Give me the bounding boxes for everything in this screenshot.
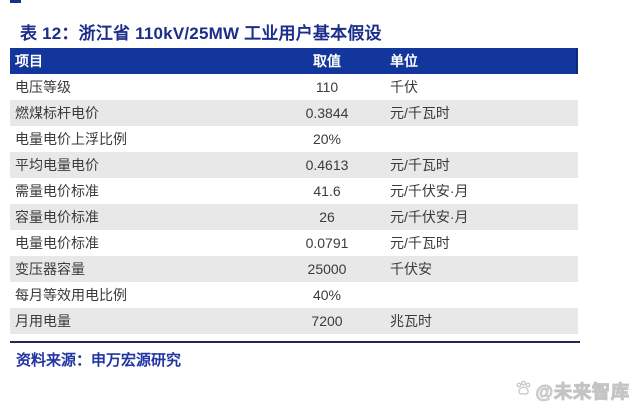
paw-icon — [514, 379, 533, 403]
cell-item: 平均电量电价 — [15, 157, 99, 173]
table-body: 电压等级 110 千伏 燃煤标杆电价 0.3844 元/千瓦时 电量电价上浮比例… — [10, 74, 578, 334]
table-row: 电量电价标准 0.0791 元/千瓦时 — [10, 230, 578, 256]
cell-value: 26 — [319, 209, 335, 225]
cell-unit: 千伏 — [390, 79, 418, 95]
cell-value: 25000 — [307, 261, 347, 277]
table-row: 变压器容量 25000 千伏安 — [10, 256, 578, 282]
cell-unit: 千伏安 — [390, 261, 432, 277]
cell-value: 40% — [312, 287, 342, 303]
cell-item: 电压等级 — [15, 79, 71, 95]
header-unit: 单位 — [390, 53, 418, 69]
cell-unit — [390, 282, 578, 308]
cell-item: 变压器容量 — [15, 261, 85, 277]
cell-item: 每月等效用电比例 — [15, 287, 127, 303]
cell-item: 需量电价标准 — [15, 183, 99, 199]
cell-value: 7200 — [311, 313, 343, 329]
cell-unit: 元/千伏安·月 — [390, 209, 469, 225]
table-row: 每月等效用电比例 40% — [10, 282, 578, 308]
table-row: 月用电量 7200 兆瓦时 — [10, 308, 578, 334]
cell-value: 41.6 — [313, 183, 341, 199]
cell-item: 电量电价标准 — [15, 235, 99, 251]
cell-unit: 元/千瓦时 — [390, 105, 450, 121]
table-row: 容量电价标准 26 元/千伏安·月 — [10, 204, 578, 230]
header-item: 项目 — [15, 53, 43, 69]
table-bottom-rule — [10, 341, 580, 343]
cell-unit: 元/千瓦时 — [390, 157, 450, 173]
table-row: 燃煤标杆电价 0.3844 元/千瓦时 — [10, 100, 578, 126]
cell-unit: 元/千伏安·月 — [390, 183, 469, 199]
table-row: 电压等级 110 千伏 — [10, 74, 578, 100]
cell-item: 燃煤标杆电价 — [15, 105, 99, 121]
cell-unit: 元/千瓦时 — [390, 235, 450, 251]
source-note: 资料来源：申万宏源研究 — [16, 352, 182, 369]
table-row: 电量电价上浮比例 20% — [10, 126, 578, 152]
header-value: 取值 — [313, 53, 341, 69]
top-left-accent-mark — [10, 0, 21, 3]
cell-value: 110 — [315, 79, 339, 95]
cell-item: 电量电价上浮比例 — [15, 131, 127, 147]
table-row: 平均电量电价 0.4613 元/千瓦时 — [10, 152, 578, 178]
cell-value: 0.4613 — [305, 157, 349, 173]
assumptions-table: 项目 取值 单位 电压等级 110 千伏 燃煤标杆电价 0.3844 元/千瓦时… — [10, 48, 578, 334]
table-title: 表 12：浙江省 110kV/25MW 工业用户基本假设 — [20, 24, 382, 43]
cell-value: 0.0791 — [305, 235, 349, 251]
watermark-text: @未来智库 — [535, 382, 630, 403]
table-header-row: 项目 取值 单位 — [10, 48, 578, 74]
table-row: 需量电价标准 41.6 元/千伏安·月 — [10, 178, 578, 204]
cell-unit — [390, 126, 578, 152]
cell-item: 月用电量 — [15, 313, 71, 329]
watermark: @未来智库 — [514, 378, 630, 404]
cell-item: 容量电价标准 — [15, 209, 99, 225]
cell-value: 20% — [312, 131, 342, 147]
cell-value: 0.3844 — [305, 105, 349, 121]
cell-unit: 兆瓦时 — [390, 313, 432, 329]
